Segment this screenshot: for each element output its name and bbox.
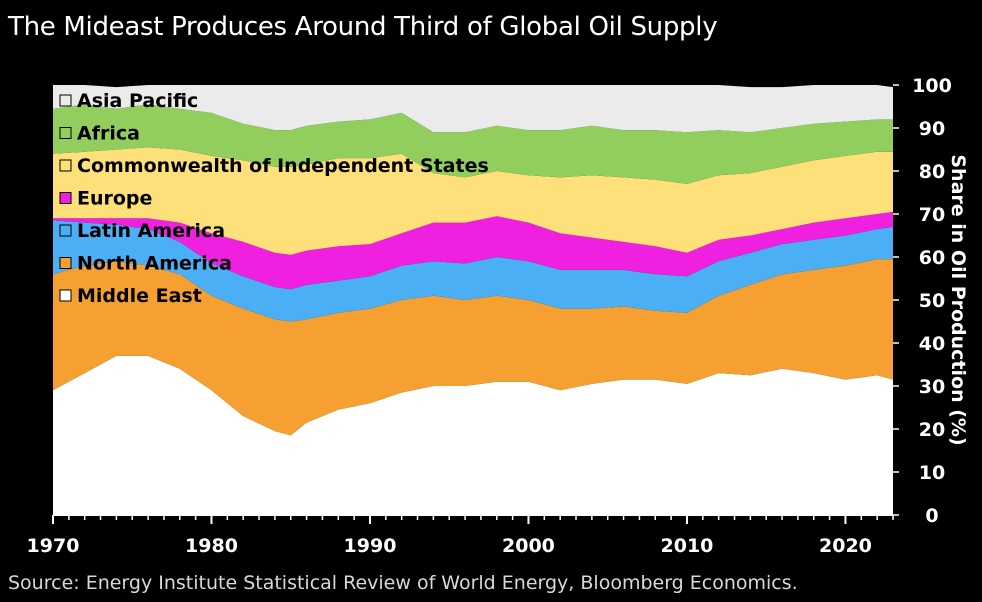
- legend-item: Middle East: [59, 285, 202, 307]
- legend-swatch: [59, 159, 72, 172]
- legend-label: North America: [77, 253, 232, 275]
- y-axis: 0 10 20 30 40 50 60 70 80 90 100: [893, 75, 952, 527]
- legend-item: Europe: [59, 188, 152, 210]
- y-tick-label: 90: [919, 118, 945, 140]
- y-tick-label: 30: [919, 376, 945, 398]
- legend-item: Asia Pacific: [59, 90, 198, 112]
- x-tick-label: 2010: [661, 535, 714, 557]
- legend-item: Africa: [59, 123, 140, 145]
- area-commonwealth-of-independent-states: [53, 147, 893, 255]
- y-tick-label: 0: [925, 505, 938, 527]
- legend-swatch: [59, 94, 72, 107]
- x-tick-label: 1980: [185, 535, 238, 557]
- area-middle-east: [53, 355, 893, 515]
- legend: Asia Pacific Africa Commonwealth of Indepe…: [59, 90, 489, 307]
- x-axis: 1970 1980 1990 2000 2010 2020: [27, 514, 894, 557]
- area-layers: [53, 85, 893, 515]
- legend-label: Middle East: [77, 285, 202, 307]
- area-north-america: [53, 259, 893, 436]
- legend-label: Commonwealth of Independent States: [77, 155, 489, 177]
- area-europe: [53, 211, 893, 290]
- y-axis-label: Share in Oil Production (%): [947, 154, 969, 445]
- y-tick-label: 20: [919, 419, 945, 441]
- x-tick-label: 1990: [344, 535, 397, 557]
- area-latin-america: [53, 220, 893, 322]
- y-tick-label: 10: [919, 462, 945, 484]
- area-asia-pacific: [53, 85, 893, 133]
- x-tick-label: 2020: [819, 535, 872, 557]
- y-tick-label: 60: [919, 247, 945, 269]
- legend-label: Europe: [77, 188, 152, 210]
- x-tick-label: 1970: [27, 535, 80, 557]
- legend-swatch: [59, 192, 72, 204]
- legend-swatch: [59, 224, 72, 237]
- legend-label: Africa: [77, 123, 140, 145]
- y-tick-label: 50: [919, 290, 945, 312]
- area-africa: [53, 104, 893, 184]
- y-tick-label: 40: [919, 333, 945, 355]
- legend-item: Latin America: [59, 220, 225, 242]
- legend-swatch: [59, 127, 72, 139]
- legend-label: Asia Pacific: [77, 90, 198, 112]
- source-note: Source: Energy Institute Statistical Rev…: [8, 572, 798, 594]
- legend-label: Latin America: [77, 220, 225, 242]
- legend-swatch: [59, 257, 72, 269]
- y-tick-label: 80: [919, 161, 945, 183]
- legend-item: North America: [59, 253, 232, 275]
- x-tick-label: 2000: [502, 535, 555, 557]
- legend-item: Commonwealth of Independent States: [59, 155, 489, 177]
- chart-title: The Mideast Produces Around Third of Glo…: [8, 12, 718, 42]
- y-tick-label: 70: [919, 204, 945, 226]
- legend-swatch: [59, 289, 72, 302]
- y-tick-label: 100: [912, 75, 952, 97]
